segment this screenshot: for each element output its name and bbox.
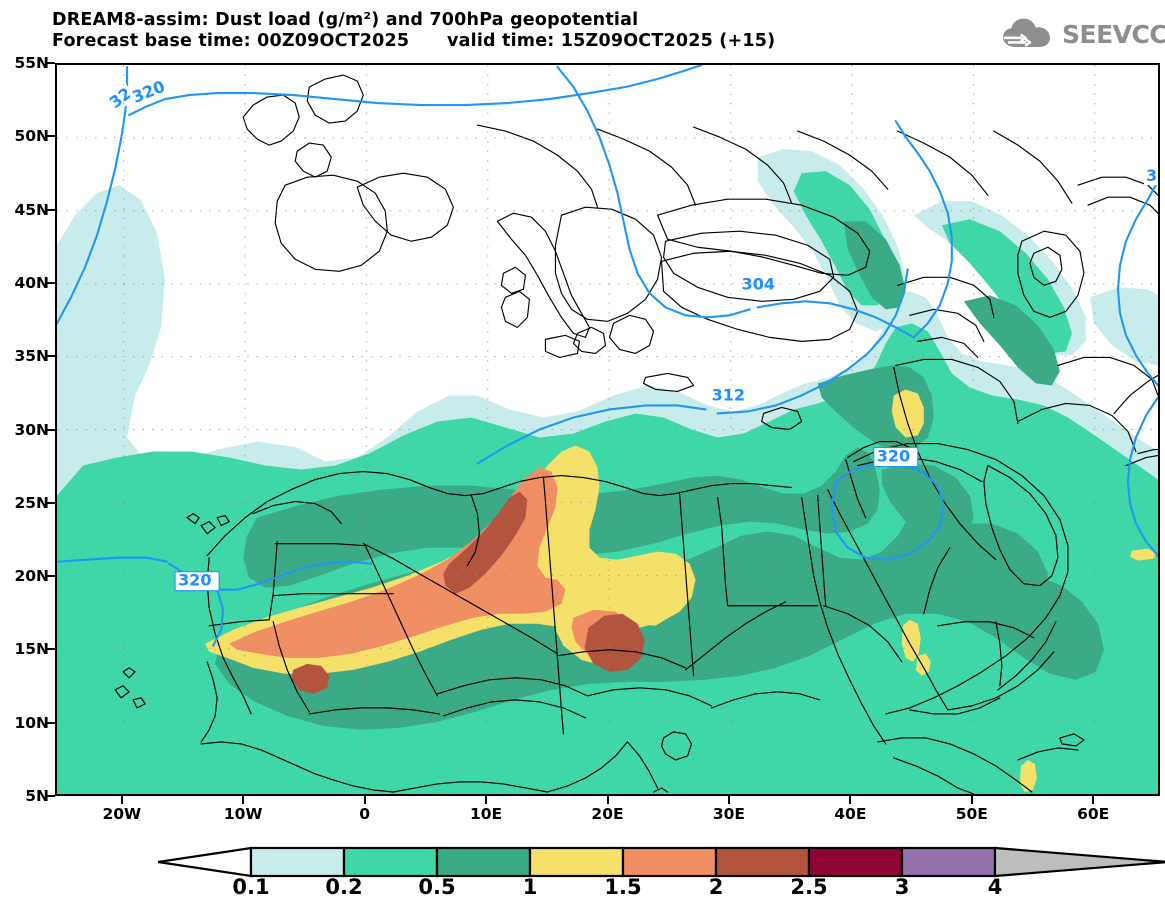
- x-axis-tick-label: 60E: [1077, 805, 1110, 823]
- y-axis-tick-label: 30N: [14, 420, 49, 439]
- colorbar-extend-high: [993, 846, 1165, 878]
- y-axis-tick-mark: [47, 428, 55, 431]
- map-plot-area[interactable]: 32 320 304 312 320: [55, 63, 1160, 796]
- x-axis-tick-mark: [727, 796, 730, 804]
- x-axis-tick-mark: [120, 796, 123, 804]
- y-axis-tick-label: 15N: [14, 640, 49, 659]
- dust-load-map: 32 320 304 312 320: [57, 65, 1158, 794]
- y-axis-tick-mark: [47, 355, 55, 358]
- x-axis-tick-mark: [1092, 796, 1095, 804]
- x-axis-tick-label: 10W: [223, 805, 263, 823]
- colorbar-tick-label: 0.2: [325, 875, 363, 899]
- x-axis-tick-mark: [485, 796, 488, 804]
- dust-load-colorbar: 0.1 0.2 0.5 1 1.5 2 2.5 3 4: [158, 846, 1165, 904]
- map-axes: 5N 10N 15N 20N 25N 30N 35N 40N 45N 50N 55N 20W 10W 0 1…: [14, 54, 1160, 823]
- svg-text:320: 320: [877, 447, 910, 466]
- y-axis-tick-mark: [47, 795, 55, 797]
- colorbar-extend-low: [158, 846, 253, 878]
- colorbar-swatches: [158, 846, 1165, 878]
- svg-text:304: 304: [742, 274, 775, 293]
- logo-wordmark: SEEVCCC: [1062, 19, 1165, 49]
- y-axis-tick-label: 40N: [14, 273, 49, 292]
- map-title-block: DREAM8-assim: Dust load (g/m²) and 700hP…: [52, 10, 872, 52]
- forecast-time-subtitle: Forecast base time: 00Z09OCT2025 valid t…: [52, 31, 776, 51]
- page-title: DREAM8-assim: Dust load (g/m²) and 700hP…: [52, 10, 639, 30]
- colorbar-tick-label: 1: [522, 875, 538, 899]
- x-axis-tick-label: 0: [359, 805, 371, 823]
- y-axis-tick-mark: [47, 575, 55, 578]
- colorbar-tick-label: 0.5: [418, 875, 456, 899]
- y-axis-tick-label: 10N: [14, 713, 49, 732]
- colorbar-tick-label: 2: [708, 875, 724, 899]
- y-axis-tick-mark: [47, 281, 55, 284]
- y-axis-tick-label: 55N: [14, 54, 49, 72]
- y-axis-tick-mark: [47, 135, 55, 138]
- y-axis-tick-label: 50N: [14, 127, 49, 146]
- x-axis-tick-label: 40E: [834, 805, 867, 823]
- colorbar-tick-label: 4: [987, 875, 1003, 899]
- svg-text:320: 320: [178, 571, 211, 590]
- y-axis-tick-mark: [47, 721, 55, 724]
- colorbar-tick-label: 0.1: [232, 875, 270, 899]
- x-axis-tick-label: 20E: [591, 805, 624, 823]
- colorbar-tick-label: 2.5: [790, 875, 828, 899]
- x-axis-tick-label: 10E: [469, 805, 503, 823]
- y-axis-tick-label: 45N: [14, 200, 49, 219]
- x-axis-tick-label: 50E: [955, 805, 988, 823]
- x-axis-tick-mark: [242, 796, 245, 804]
- x-axis-tick-label: 20W: [102, 805, 142, 823]
- contour-value-labels: 32 320 304 312 320: [105, 77, 1158, 592]
- y-axis-tick-label: 25N: [14, 493, 49, 512]
- coastlines-and-borders: [114, 74, 1158, 794]
- x-axis-tick-label: 30E: [712, 805, 746, 823]
- seevccc-logo: SEEVCCC: [999, 14, 1165, 54]
- y-axis-tick-mark: [47, 501, 55, 504]
- y-axis-tick-mark: [47, 62, 55, 64]
- cloud-wind-icon: [1003, 18, 1050, 47]
- dust-contour-band-2: [291, 491, 645, 694]
- colorbar-tick-label: 3: [894, 875, 910, 899]
- x-axis-tick-mark: [970, 796, 973, 804]
- svg-text:3: 3: [1146, 166, 1157, 185]
- y-axis-tick-label: 5N: [25, 787, 49, 805]
- y-axis-tick-label: 35N: [14, 347, 49, 366]
- y-axis-tick-mark: [47, 208, 55, 211]
- x-axis-tick-mark: [849, 796, 852, 804]
- y-axis-tick-label: 20N: [14, 567, 49, 586]
- x-axis-tick-mark: [363, 796, 366, 804]
- y-axis-tick-mark: [47, 648, 55, 651]
- x-axis-tick-mark: [606, 796, 609, 804]
- svg-text:312: 312: [712, 385, 745, 404]
- colorbar-tick-label: 1.5: [604, 875, 642, 899]
